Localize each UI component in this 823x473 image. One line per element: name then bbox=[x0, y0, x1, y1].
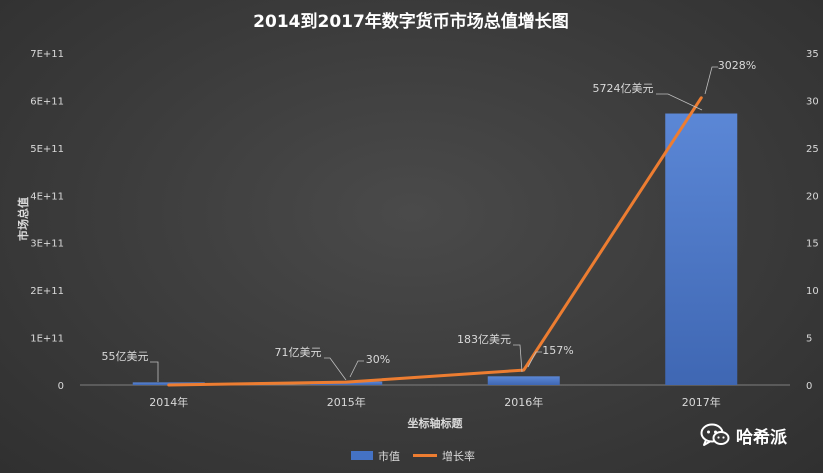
watermark-text: 哈希派 bbox=[736, 427, 787, 448]
legend-label-line: 增长率 bbox=[442, 449, 475, 463]
bar-data-label: 71亿美元 bbox=[275, 346, 322, 359]
line-data-label: 3028% bbox=[718, 59, 756, 72]
y-right-tick-label: 35 bbox=[806, 49, 819, 60]
y-left-tick-label: 1E+11 bbox=[30, 334, 64, 345]
y-right-tick-label: 25 bbox=[806, 144, 819, 155]
line-label-leader bbox=[349, 360, 364, 378]
legend-swatch-bar bbox=[351, 451, 373, 460]
bar-label-leader bbox=[513, 344, 523, 373]
y-right-tick-label: 5 bbox=[806, 334, 812, 345]
wechat-icon bbox=[700, 423, 730, 446]
y-left-tick-label: 6E+11 bbox=[30, 96, 64, 107]
x-axis-title: 坐标轴标题 bbox=[408, 416, 464, 430]
legend-label-bar: 市值 bbox=[378, 449, 400, 463]
line-label-leader bbox=[704, 66, 718, 95]
y-left-tick-label: 4E+11 bbox=[30, 191, 64, 202]
line-label-leader bbox=[527, 351, 542, 368]
bar-2016年 bbox=[487, 376, 560, 385]
bar-label-leader bbox=[324, 357, 347, 381]
y-right-tick-label: 20 bbox=[806, 191, 819, 202]
y-axis-title: 市场总值 bbox=[16, 197, 30, 241]
y-left-tick-label: 2E+11 bbox=[30, 286, 64, 297]
bar-data-label: 183亿美元 bbox=[457, 333, 511, 346]
y-left-tick-label: 0 bbox=[58, 381, 64, 392]
bar-2017年 bbox=[665, 113, 738, 385]
y-left-tick-label: 3E+11 bbox=[30, 239, 64, 250]
y-left-tick-label: 5E+11 bbox=[30, 144, 64, 155]
y-right-tick-label: 30 bbox=[806, 96, 819, 107]
bar-data-label: 5724亿美元 bbox=[593, 82, 654, 95]
bar-label-leader bbox=[150, 361, 159, 382]
y-right-tick-label: 0 bbox=[806, 381, 812, 392]
y-left-tick-label: 7E+11 bbox=[30, 49, 64, 60]
x-tick-label: 2014年 bbox=[149, 395, 188, 409]
line-data-label: 30% bbox=[366, 353, 390, 366]
x-tick-label: 2016年 bbox=[504, 395, 543, 409]
bar-label-leader bbox=[656, 93, 703, 111]
y-right-tick-label: 10 bbox=[806, 286, 819, 297]
x-tick-label: 2015年 bbox=[327, 395, 366, 409]
watermark: 哈希派 bbox=[700, 420, 787, 450]
chart-title: 2014到2017年数字货币市场总值增长图 bbox=[253, 11, 569, 32]
growth-rate-line bbox=[167, 96, 703, 387]
line-data-label: 157% bbox=[542, 344, 573, 357]
y-right-tick-label: 15 bbox=[806, 239, 819, 250]
x-tick-label: 2017年 bbox=[682, 395, 721, 409]
bar-data-label: 55亿美元 bbox=[102, 350, 149, 363]
